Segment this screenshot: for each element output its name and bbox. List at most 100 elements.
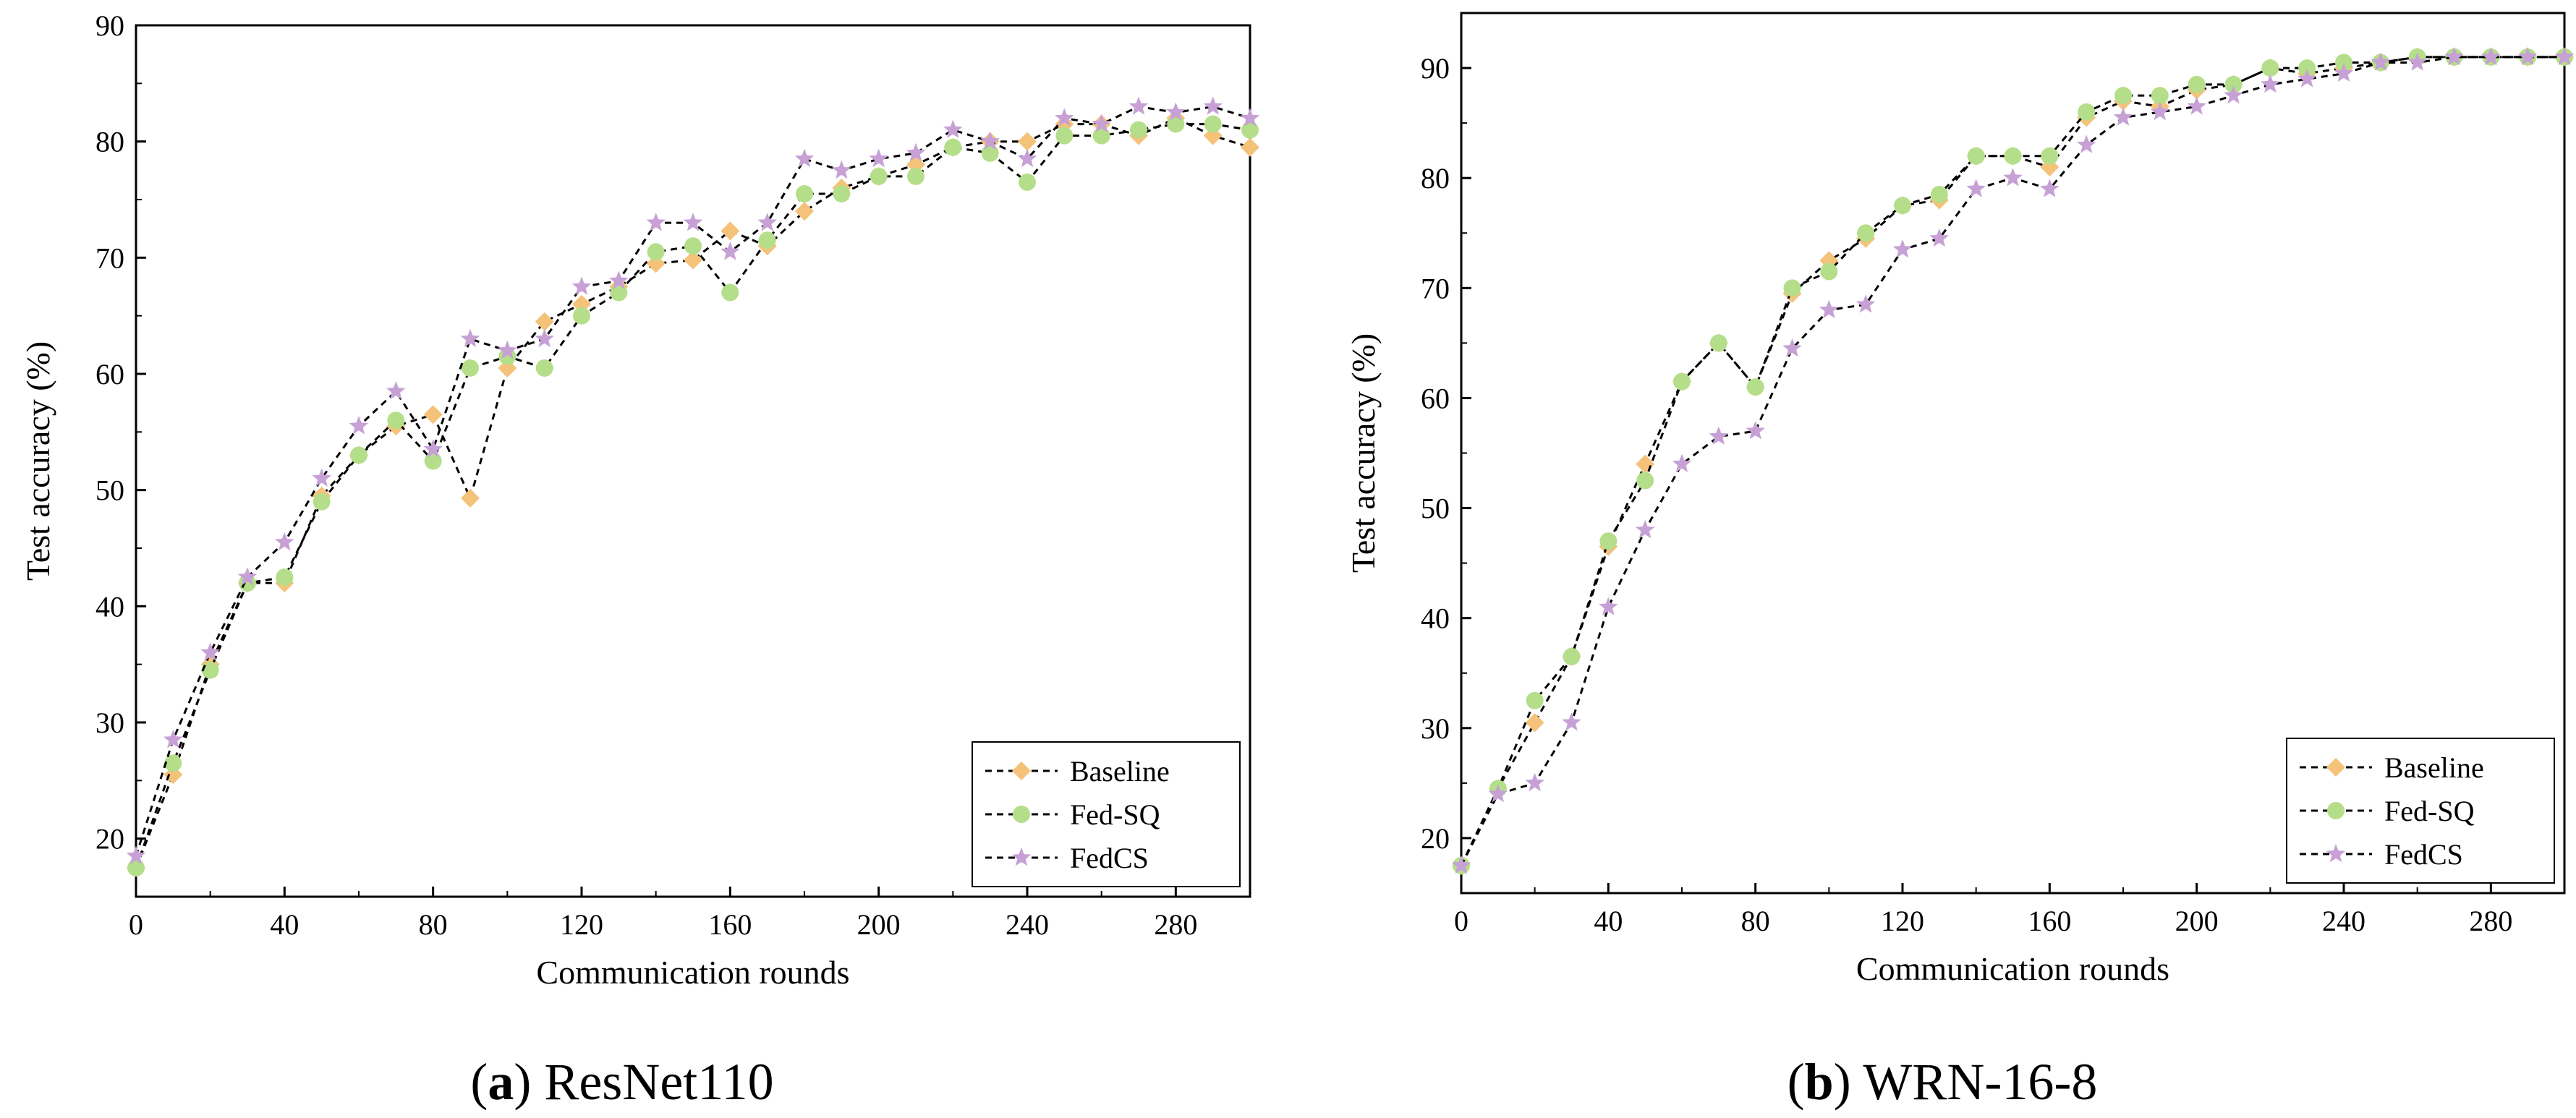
- data-point: [2151, 87, 2169, 105]
- data-point: [2150, 101, 2170, 121]
- data-point: [462, 359, 479, 377]
- data-point: [535, 359, 553, 377]
- series-fedcs: [126, 96, 1260, 865]
- x-tick-label: 40: [270, 908, 299, 941]
- data-point: [794, 148, 815, 168]
- data-point: [276, 568, 294, 586]
- data-point: [2444, 46, 2464, 66]
- data-point: [2076, 135, 2096, 153]
- data-point: [1673, 372, 1691, 391]
- legend-marker: [2326, 844, 2346, 863]
- data-point: [2188, 75, 2206, 93]
- data-point: [2261, 59, 2279, 77]
- y-tick-label: 80: [95, 126, 124, 158]
- y-tick-label: 80: [1421, 162, 1450, 195]
- x-tick-label: 280: [2469, 905, 2512, 937]
- data-point: [1930, 186, 1948, 204]
- data-point: [1966, 179, 1986, 197]
- y-axis-title: Test accuracy (%): [1345, 333, 1382, 573]
- data-point: [1128, 96, 1149, 115]
- data-point: [387, 411, 405, 430]
- chart-panel-b: 0 40 80 120 160 200 240 280 20 30 40 50 60 70 80 90 Comm…: [1345, 12, 2575, 987]
- data-point: [2371, 52, 2391, 71]
- data-point: [535, 328, 554, 348]
- data-point: [424, 452, 442, 470]
- data-point: [2040, 179, 2059, 197]
- data-point: [1783, 279, 1801, 297]
- x-axis-title: Communication rounds: [1856, 950, 2169, 987]
- data-point: [2187, 96, 2206, 115]
- data-point: [126, 845, 146, 865]
- data-point: [647, 243, 665, 261]
- y-tick-label: 20: [95, 823, 124, 855]
- data-point: [1167, 115, 1185, 133]
- data-point: [980, 131, 1000, 150]
- data-point: [275, 532, 294, 551]
- data-point: [1709, 426, 1729, 445]
- y-tick-label: 70: [95, 242, 124, 274]
- x-tick-label: 0: [129, 908, 143, 941]
- data-point: [1451, 855, 1471, 874]
- data-point: [2004, 147, 2022, 165]
- data-point: [201, 661, 219, 679]
- data-point: [2554, 46, 2575, 66]
- data-point: [1782, 338, 1802, 357]
- data-point: [1672, 453, 1692, 472]
- x-tick-label: 240: [2322, 905, 2365, 937]
- data-point: [1204, 115, 1222, 133]
- data-point: [200, 642, 220, 661]
- data-point: [1055, 127, 1074, 145]
- data-point: [1599, 532, 1618, 550]
- data-point: [1709, 334, 1727, 352]
- data-point: [573, 307, 590, 325]
- data-point: [1018, 132, 1037, 151]
- caption-b: (b) WRN-16-8: [1788, 1053, 2098, 1111]
- data-point: [1019, 173, 1036, 191]
- data-point: [870, 167, 888, 185]
- caption-a: (a) ResNet110: [470, 1053, 773, 1111]
- data-point: [684, 250, 702, 270]
- data-point: [1055, 108, 1074, 127]
- y-tick-label: 70: [1421, 272, 1450, 304]
- data-point: [1857, 224, 1875, 242]
- data-point: [1526, 691, 1544, 709]
- x-axis-title: Communication rounds: [536, 954, 849, 991]
- data-point: [795, 202, 814, 221]
- data-point: [1092, 114, 1111, 132]
- data-point: [646, 213, 666, 231]
- data-point: [1967, 147, 1985, 165]
- data-point: [943, 119, 963, 138]
- data-point: [1819, 299, 1839, 319]
- data-point: [758, 231, 776, 249]
- legend-marker: [1012, 761, 1031, 780]
- data-point: [498, 347, 517, 365]
- data-point: [2224, 75, 2243, 93]
- x-tick-label: 120: [560, 908, 603, 941]
- data-point: [1894, 197, 1911, 215]
- data-point: [2481, 46, 2501, 66]
- data-point: [386, 381, 406, 400]
- legend-label: FedCS: [1070, 842, 1149, 874]
- x-tick-label: 0: [1454, 905, 1468, 937]
- data-point: [907, 167, 924, 185]
- data-point: [1017, 148, 1037, 168]
- data-point: [1240, 108, 1260, 127]
- data-point: [1820, 263, 1838, 281]
- data-point: [2261, 74, 2280, 93]
- legend: Baseline Fed-SQ FedCS: [972, 741, 1241, 887]
- data-point: [720, 242, 740, 260]
- data-point: [2297, 69, 2317, 88]
- data-point: [610, 283, 628, 302]
- data-point: [460, 328, 480, 348]
- plot-frame: [135, 24, 1251, 898]
- legend-label: FedCS: [2384, 838, 2463, 871]
- data-point: [1203, 96, 1223, 115]
- x-tick-label: 120: [1881, 905, 1924, 937]
- data-point: [1241, 137, 1259, 157]
- y-tick-label: 30: [1421, 712, 1450, 745]
- data-point: [349, 416, 369, 435]
- data-point: [832, 160, 851, 179]
- data-point: [1130, 121, 1147, 139]
- data-point: [461, 488, 480, 508]
- data-point: [164, 754, 182, 772]
